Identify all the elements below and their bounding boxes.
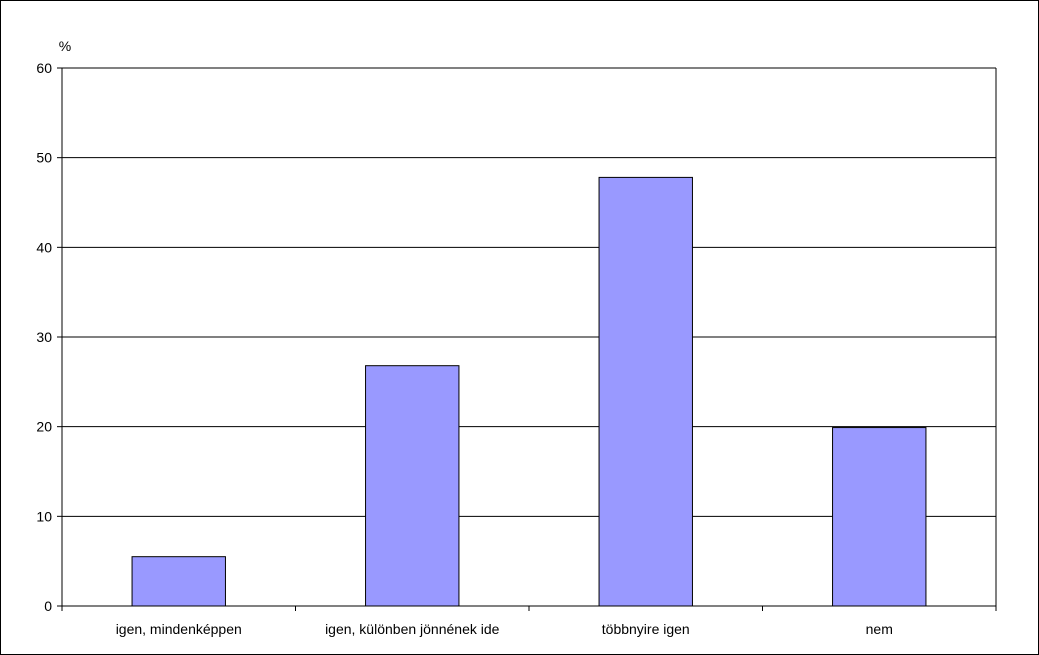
y-axis-label: %	[59, 38, 71, 54]
y-tick-label: 50	[36, 150, 52, 166]
y-tick-label: 10	[36, 508, 52, 524]
x-tick-label: igen, különben jönnének ide	[325, 621, 500, 637]
bars	[131, 176, 927, 607]
bar	[598, 176, 693, 607]
axes	[57, 67, 997, 611]
x-tick-label: többnyire igen	[602, 621, 690, 637]
y-tick-label: 60	[36, 60, 52, 76]
tick-labels: 0 10 20 30 40 50 60 igen, mindenképpen igen, kül…	[36, 60, 892, 637]
bar	[832, 427, 927, 607]
bar	[365, 365, 460, 607]
bar	[131, 556, 226, 607]
x-tick-label: igen, mindenképpen	[116, 621, 242, 637]
y-tick-label: 0	[44, 598, 52, 614]
y-tick-label: 40	[36, 239, 52, 255]
y-tick-label: 20	[36, 419, 52, 435]
x-tick-label: nem	[866, 621, 893, 637]
y-tick-label: 30	[36, 329, 52, 345]
